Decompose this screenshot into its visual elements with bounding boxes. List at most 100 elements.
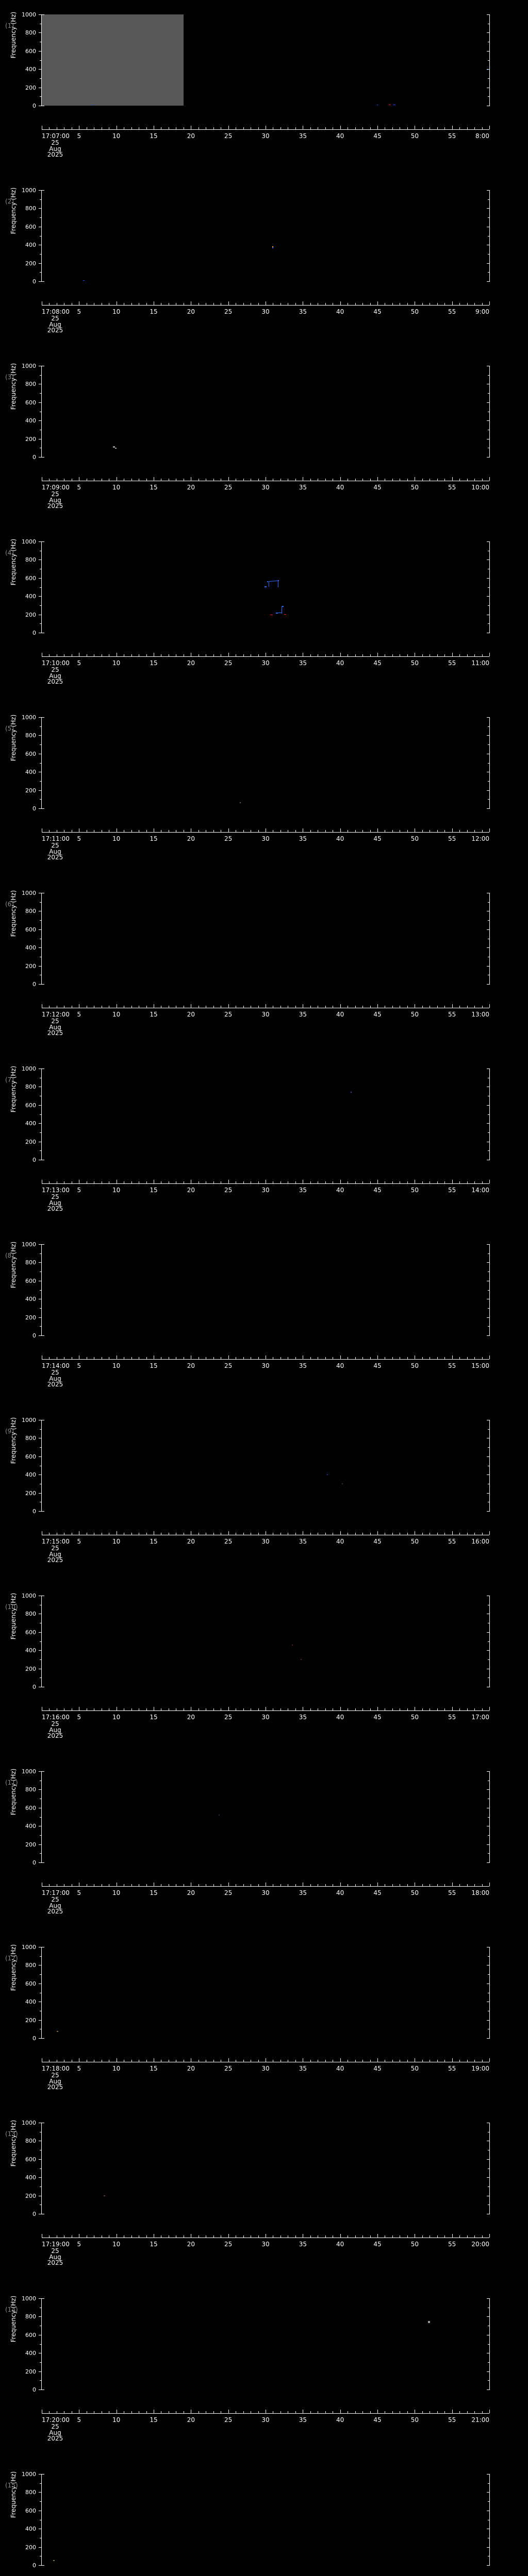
xaxis-tick	[452, 1355, 453, 1359]
yaxis-tick-right	[487, 1511, 490, 1512]
yaxis-tick	[39, 1493, 42, 1494]
yaxis-tick-right	[487, 2038, 490, 2039]
data-point	[351, 1092, 352, 1093]
data-point	[272, 247, 274, 249]
xaxis-tick-label: 45	[373, 1538, 382, 1545]
xaxis-minor-tick	[146, 2060, 147, 2062]
yaxis-tick-label: 1000	[22, 890, 36, 896]
xaxis-minor-tick	[407, 127, 408, 129]
xaxis-minor-tick	[392, 1884, 393, 1886]
xaxis-tick-label: 55	[448, 2241, 456, 2248]
xaxis-minor-tick	[392, 1708, 393, 1710]
xaxis-minor-tick	[422, 1708, 423, 1710]
xaxis-tick-label: 50	[410, 308, 419, 315]
xaxis-minor-tick	[355, 1181, 356, 1183]
xaxis-date-line: Aug	[49, 1375, 61, 1382]
yaxis-tick-label: 800	[25, 205, 36, 212]
xaxis-tick-label: 45	[373, 2241, 382, 2248]
xaxis-minor-tick	[370, 2411, 371, 2413]
yaxis-tick	[39, 947, 42, 948]
xaxis-tick	[228, 1180, 229, 1183]
xaxis-tick	[489, 2410, 490, 2413]
xaxis-minor-tick	[392, 127, 393, 129]
yaxis-tick-right	[487, 2159, 490, 2160]
xaxis-minor-tick	[474, 1006, 475, 1008]
xaxis-date-line: Aug	[49, 320, 61, 328]
yaxis-minor-tick	[40, 1659, 42, 1660]
xaxis-minor-tick	[407, 479, 408, 481]
yaxis-tick-right	[487, 1650, 490, 1651]
xaxis-tick-label: 20:00	[471, 2241, 489, 2248]
xaxis-minor-tick	[49, 1708, 50, 1710]
xaxis-tick	[340, 1707, 341, 1710]
xaxis-tick-label: 55	[448, 1889, 456, 1896]
plot-area	[42, 717, 489, 808]
xaxis-minor-tick	[467, 1181, 468, 1183]
xaxis-tick-label: 10	[112, 2241, 121, 2248]
xaxis-tick-label: 13:00	[471, 1011, 489, 1018]
xaxis-minor-tick	[146, 1533, 147, 1535]
xaxis-tick-label: 10	[112, 308, 121, 315]
xaxis-tick	[340, 1180, 341, 1183]
xaxis-minor-tick	[131, 1357, 132, 1359]
yaxis-tick-label: 800	[25, 908, 36, 915]
xaxis-tick-label: 9:00	[475, 308, 489, 315]
xaxis-tick-label: 10	[112, 1362, 121, 1369]
xaxis-tick-label: 17:12:00	[42, 1011, 70, 1018]
xaxis-tick-label: 30	[261, 484, 270, 491]
xaxis-minor-tick	[437, 1357, 438, 1359]
xaxis-tick-label: 55	[448, 2065, 456, 2072]
xaxis-minor-tick	[474, 303, 475, 305]
plot-area	[42, 893, 489, 984]
xaxis-tick	[452, 301, 453, 305]
yaxis-tick-label: 0	[32, 454, 36, 461]
yaxis-tick	[39, 2298, 42, 2299]
xaxis-date-line: 25	[51, 2072, 59, 2079]
plot-area	[42, 1947, 489, 2038]
yaxis-tick-label: 400	[25, 2350, 36, 2357]
xaxis-tick	[452, 2410, 453, 2413]
yaxis-tick-label: 1000	[22, 1417, 36, 1423]
yaxis-minor-tick	[40, 587, 42, 588]
yaxis-tick-label: 1000	[22, 1241, 36, 1248]
xaxis-tick	[340, 301, 341, 305]
yaxis-tick-right	[487, 2565, 490, 2566]
xaxis-minor-tick	[243, 830, 244, 832]
yaxis-minor-tick	[40, 1677, 42, 1679]
xaxis-tick-label: 25	[224, 2416, 233, 2424]
yaxis-tick-right	[487, 2547, 490, 2548]
yaxis-minor-tick	[40, 199, 42, 200]
xaxis-tick-label: 17:20:00	[42, 2416, 70, 2424]
xaxis-tick	[489, 301, 490, 305]
xaxis-minor-tick	[459, 1357, 460, 1359]
xaxis-minor-tick	[362, 654, 364, 656]
yaxis-minor-tick	[40, 1253, 42, 1254]
yaxis-tick-label: 1000	[22, 2120, 36, 2126]
xaxis-date-line: Aug	[49, 1199, 61, 1207]
xaxis-tick	[228, 477, 229, 481]
xaxis-tick	[340, 2058, 341, 2062]
xaxis-minor-tick	[310, 127, 311, 129]
xaxis-minor-tick	[280, 1708, 281, 1710]
yaxis-minor-tick-right	[488, 2168, 490, 2169]
xaxis-tick-label: 15	[150, 484, 158, 491]
xaxis-minor-tick	[422, 1181, 423, 1183]
xaxis-tick	[452, 828, 453, 832]
xaxis-minor-tick	[392, 654, 393, 656]
xaxis-minor-tick	[258, 1708, 259, 1710]
data-point	[342, 1483, 343, 1484]
xaxis-minor-tick	[362, 1181, 364, 1183]
xaxis-minor-tick	[295, 303, 296, 305]
xaxis-minor-tick	[325, 2235, 326, 2238]
yaxis-cap	[41, 1244, 44, 1245]
xaxis-tick	[340, 2234, 341, 2238]
xaxis-tick-label: 55	[448, 1187, 456, 1194]
yaxis-tick-label: 0	[32, 2035, 36, 2042]
xaxis-tick-label: 5	[77, 2416, 81, 2424]
xaxis-tick-label: 17:11:00	[42, 835, 70, 842]
xaxis-minor-tick	[422, 1006, 423, 1008]
yaxis-tick	[39, 578, 42, 579]
yaxis-tick-label: 600	[25, 1980, 36, 1987]
xaxis-tick	[489, 2234, 490, 2238]
data-point	[277, 580, 279, 581]
